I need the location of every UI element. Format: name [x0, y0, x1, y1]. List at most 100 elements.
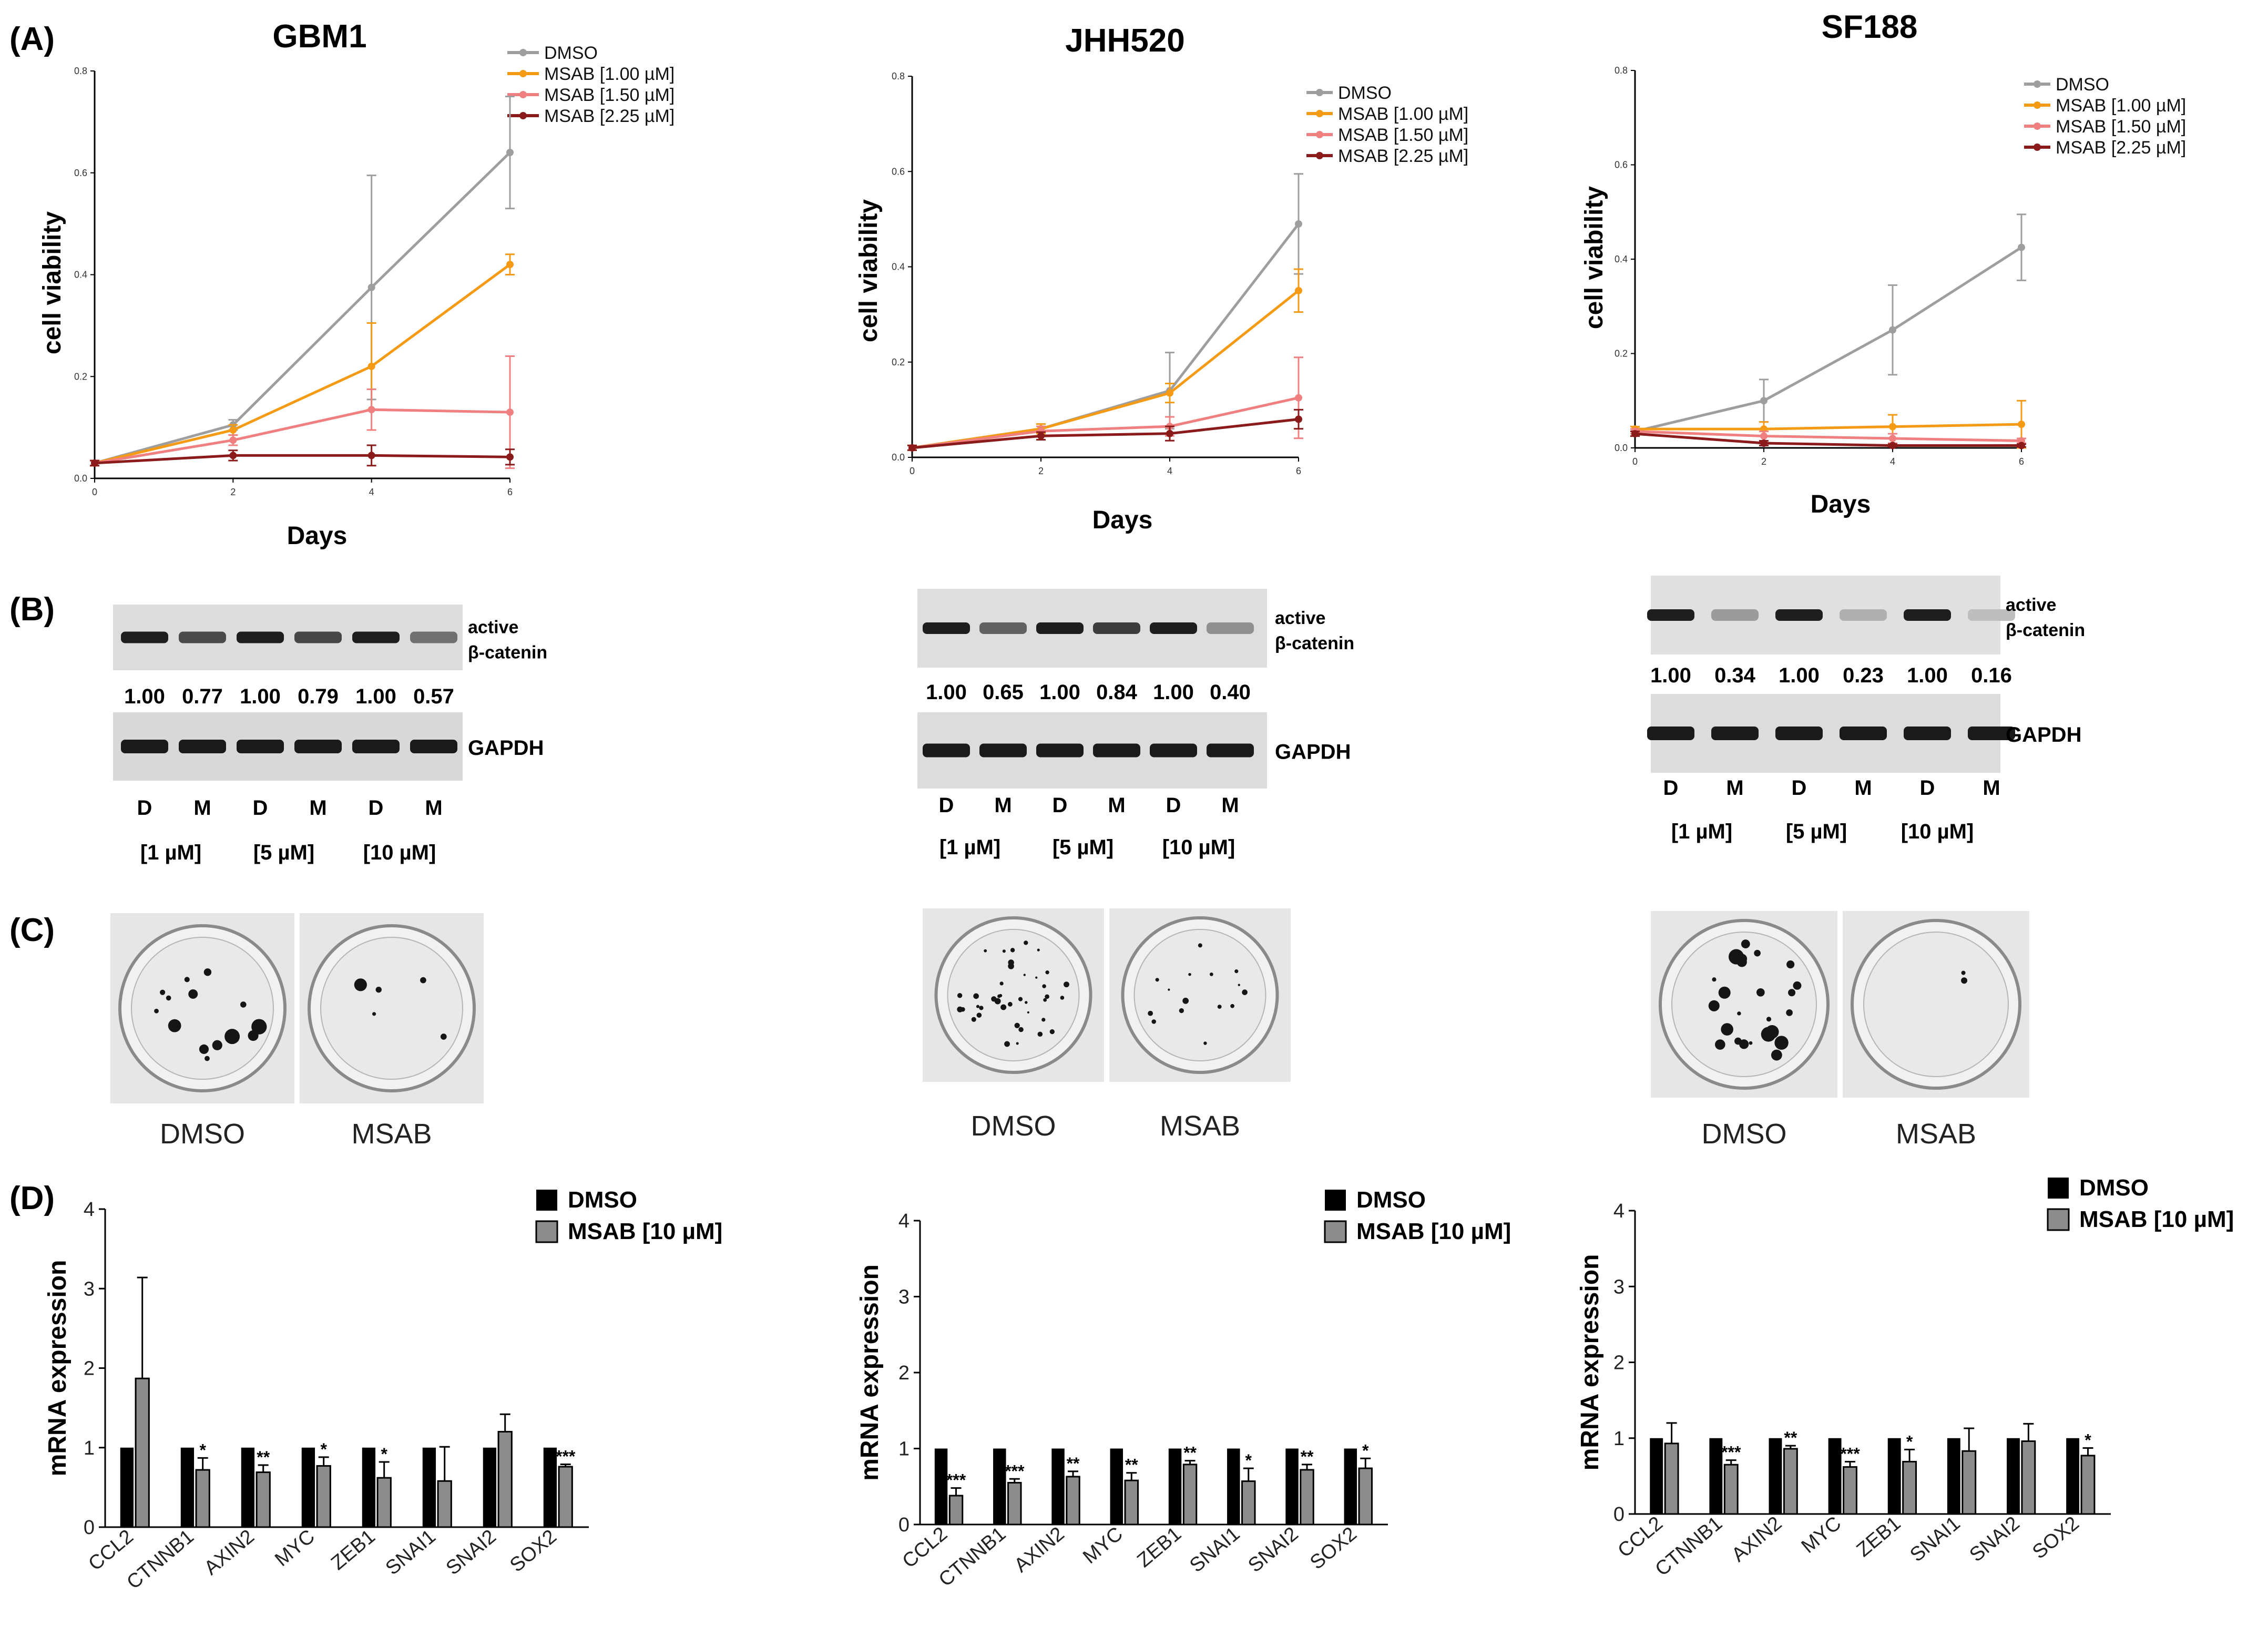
band-ratio: 0.16 [1971, 664, 2012, 687]
chart-title: JHH520 [1065, 23, 1184, 59]
bar-msab [497, 1431, 513, 1528]
colony-dot [205, 1056, 210, 1061]
colony-dot [1737, 954, 1748, 964]
colony-dot [1023, 974, 1026, 976]
colony-dot [1203, 1041, 1207, 1045]
data-point [908, 444, 916, 452]
concentration-label: [5 µM] [1053, 836, 1113, 859]
bar-dmso [1947, 1438, 1960, 1514]
legend-swatch-dmso [536, 1190, 557, 1211]
bar-msab [1843, 1466, 1857, 1515]
category-label: SNAI1 [382, 1526, 440, 1580]
colony-dot [1786, 1009, 1793, 1016]
data-point [1889, 423, 1896, 431]
blot-band-gapdh [179, 740, 226, 753]
significance-marker: * [381, 1445, 387, 1464]
colony-dot [1793, 981, 1802, 990]
colony-dot [1045, 994, 1049, 999]
colony-dot [1018, 1027, 1024, 1032]
bar-dmso [1828, 1438, 1842, 1514]
y-tick-label: 0.2 [892, 357, 905, 367]
lane-label: M [1983, 776, 2000, 800]
culture-well-inner-msab [1133, 929, 1266, 1061]
x-tick-label: 0 [910, 466, 915, 476]
legend-label-dmso: DMSO [568, 1187, 637, 1213]
legend-label-msab-150: MSAB [1.50 µM] [544, 85, 675, 105]
bar-dmso [1769, 1438, 1782, 1514]
panel-label-b: (B) [9, 591, 55, 628]
blot-band-gapdh [410, 740, 457, 753]
y-tick-label: 4 [84, 1199, 95, 1221]
bar-dmso [1168, 1448, 1182, 1525]
colony-dot [160, 989, 166, 995]
blot-band-active [237, 631, 284, 643]
data-point [91, 459, 98, 467]
colony-dot [1148, 1010, 1153, 1016]
significance-marker: ** [1067, 1454, 1080, 1473]
category-label: SNAI2 [1966, 1512, 2024, 1567]
dish-label-dmso: DMSO [1702, 1118, 1787, 1150]
category-label: ZEB1 [327, 1526, 380, 1574]
blot-band-gapdh [1711, 727, 1759, 740]
panel-label-d: (D) [9, 1180, 55, 1216]
legend-label-msab-100: MSAB [1.00 µM] [544, 64, 675, 84]
category-label: MYC [1079, 1523, 1127, 1568]
bar-dmso [483, 1447, 497, 1527]
significance-marker: * [199, 1440, 206, 1459]
concentration-label: [1 µM] [140, 841, 201, 864]
band-ratio: 0.84 [1096, 681, 1138, 704]
blot-label-active: active [2006, 595, 2056, 615]
y-tick-label: 0.2 [1615, 349, 1628, 359]
colony-dot [1234, 969, 1239, 974]
category-label: SOX2 [2028, 1512, 2083, 1563]
lane-label: M [1221, 794, 1239, 817]
blot-band-gapdh [1775, 727, 1823, 740]
series-line-msab_150 [94, 408, 510, 465]
blot-band-active [1207, 622, 1254, 634]
bar-dmso [1051, 1448, 1065, 1525]
data-point [229, 436, 237, 444]
y-tick-label: 0.4 [892, 262, 905, 272]
colony-dot [997, 994, 1001, 998]
bar-msab [1300, 1469, 1314, 1526]
bar-msab [2080, 1455, 2096, 1515]
category-label: MYC [1797, 1512, 1846, 1558]
legend-marker-msab-225 [1316, 152, 1323, 159]
legend-swatch-dmso [2048, 1178, 2069, 1199]
colony-dot [973, 993, 979, 999]
lane-label: D [1920, 776, 1935, 800]
y-tick-label: 2 [898, 1362, 910, 1384]
y-tick-label: 2 [1613, 1352, 1625, 1374]
blot-band-active [179, 631, 226, 643]
x-tick-label: 0 [92, 487, 97, 497]
x-axis-label: Days [1092, 506, 1153, 534]
lane-label: D [1166, 794, 1181, 817]
colony-dot [224, 1029, 240, 1045]
data-point [506, 261, 514, 269]
y-tick-label: 3 [84, 1278, 95, 1300]
series-line-msab_100 [94, 263, 511, 465]
series-line-dmso [1634, 246, 2022, 433]
line-chart-sf188: SF188 Days cell viability DMSO MSAB [1.0… [1580, 9, 2186, 518]
colony-dot [1749, 1041, 1753, 1045]
colony-dot [1217, 1005, 1222, 1009]
band-ratio: 1.00 [1153, 681, 1194, 704]
y-tick-label: 0 [84, 1517, 95, 1539]
data-point [1760, 397, 1768, 405]
lane-label: M [994, 794, 1012, 817]
significance-marker: ** [1301, 1447, 1314, 1466]
bar-msab [1066, 1476, 1080, 1526]
colony-dot [1155, 978, 1159, 982]
bar-msab [135, 1377, 150, 1528]
y-tick-label: 0.8 [74, 66, 87, 76]
bar-dmso [362, 1447, 376, 1527]
legend-marker-dmso [1316, 89, 1323, 96]
colony-dot [976, 1012, 982, 1018]
y-axis-label: cell viability [1580, 186, 1608, 329]
colony-dot [354, 978, 367, 991]
colony-dot [1037, 1031, 1043, 1037]
y-tick-label: 4 [898, 1210, 910, 1232]
colony-dot [1004, 1041, 1010, 1047]
blot-band-gapdh [1904, 727, 1951, 740]
